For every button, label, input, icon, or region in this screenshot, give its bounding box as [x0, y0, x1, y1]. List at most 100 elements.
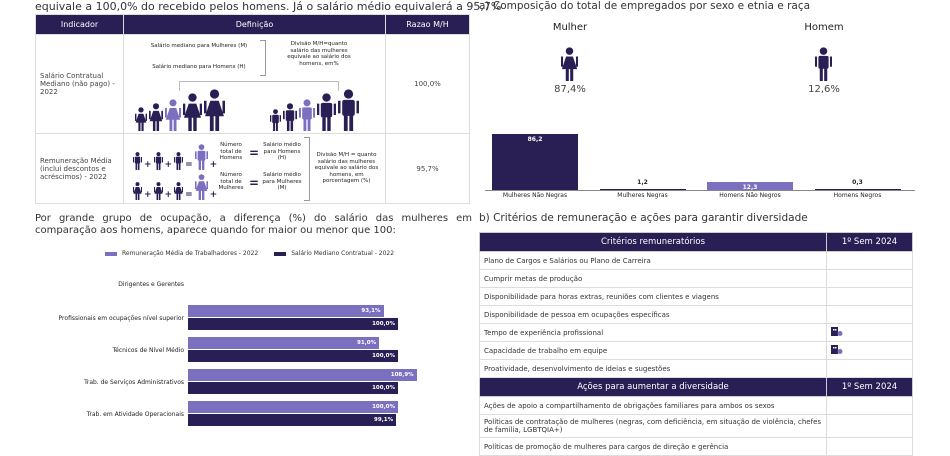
bar	[188, 401, 398, 413]
woman-icon	[148, 103, 164, 131]
criteria-row: Capacidade de trabalho em equipe	[479, 341, 913, 360]
criteria-status	[826, 305, 913, 324]
bar	[188, 414, 397, 426]
category-label: Mulheres Negras	[617, 192, 668, 199]
occupation-bar-chart: Remuneração Média de Trabalhadores - 202…	[0, 245, 475, 440]
criteria-label: Tempo de experiência profissional	[479, 323, 827, 342]
criteria-row: Proatividade, desenvolvimento de ideias …	[479, 359, 913, 378]
bar-value-label: 0,3	[852, 179, 863, 186]
criteria-period-header: 1º Sem 2024	[826, 232, 913, 252]
criteria-status	[826, 287, 913, 306]
action-status	[826, 437, 913, 456]
man-icon	[269, 109, 282, 131]
bar	[599, 189, 686, 190]
bar	[188, 369, 417, 381]
bar	[188, 318, 398, 330]
legend-label: Salário Mediano Contratual - 2022	[291, 250, 395, 257]
bar	[188, 350, 398, 362]
bar-value-label: 1,2	[637, 179, 648, 186]
criteria-header: Critérios remuneratórios	[479, 232, 827, 252]
category-label: Homens Negros	[833, 192, 882, 199]
criteria-table: Critérios remuneratórios 1º Sem 2024 Plan…	[479, 232, 913, 456]
legend-label: Remuneração Média de Trabalhadores - 202…	[122, 250, 259, 257]
criteria-label: Capacidade de trabalho em equipe	[479, 341, 827, 360]
criteria-row: Disponibilidade de pessoa em ocupações e…	[479, 305, 913, 324]
man-icon	[337, 89, 360, 131]
man-icon	[132, 152, 143, 170]
action-label: Políticas de promoção de mulheres para c…	[479, 437, 827, 456]
men-count: Número total de Homens	[219, 142, 243, 162]
legend-swatch	[105, 251, 117, 256]
plus-icon: +	[144, 160, 152, 170]
criteria-row: Plano de Cargos e Salários ou Plano de C…	[479, 251, 913, 270]
brace	[260, 40, 266, 76]
woman-icon	[173, 182, 184, 200]
col-razao: Razao M/H	[385, 14, 470, 35]
criteria-status	[826, 341, 913, 360]
criteria-row: Disponibilidade para horas extras, reuni…	[479, 287, 913, 306]
bar	[188, 382, 398, 394]
bar	[814, 189, 901, 190]
bar	[188, 305, 384, 317]
criteria-label: Cumprir metas de produção	[479, 269, 827, 288]
criteria-row: Tempo de experiência profissional	[479, 323, 913, 342]
bar-value-label: 12,3	[742, 184, 758, 191]
def-note: Divisão M/H = quanto salário das mulhere…	[314, 152, 379, 185]
homem-label: Homem	[804, 22, 844, 33]
man-icon	[298, 99, 316, 131]
bar	[492, 133, 578, 190]
bar	[707, 182, 793, 190]
criteria-status	[826, 251, 913, 270]
man-icon	[814, 47, 833, 81]
bar-value-label: 91,0%	[357, 340, 377, 346]
people-sum-illustration: + + = + + + = +	[132, 140, 217, 200]
action-status	[826, 396, 913, 415]
intro-text: equivale a 100,0% do recebido pelos home…	[35, 0, 502, 13]
category-label: Mulheres Não Negras	[502, 192, 568, 199]
category-label: Trab. de Serviços Administrativos	[84, 379, 184, 386]
average-person-icon	[194, 144, 209, 170]
action-label: Políticas de contratação de mulheres (ne…	[479, 414, 827, 438]
man-icon	[173, 152, 184, 170]
woman-icon	[560, 47, 579, 81]
criteria-label: Proatividade, desenvolvimento de ideias …	[479, 359, 827, 378]
legend-swatch	[274, 251, 287, 256]
average-person-icon	[194, 174, 209, 200]
women-count: Número total de Mulheres	[218, 172, 244, 192]
composition-bar-chart: 86,2 Mulheres Não Negras 1,2 Mulheres Negra…	[485, 110, 915, 205]
people-illustration	[134, 81, 384, 131]
category-label: Profissionais em ocupações nível superio…	[58, 315, 184, 322]
razao-value: 95,7%	[385, 133, 470, 204]
action-status	[826, 414, 913, 438]
woman-icon	[203, 89, 226, 131]
woman-icon	[153, 182, 164, 200]
bar-value-label: 100,0%	[372, 385, 395, 391]
table-row: Salário Contratual Mediano (não pago) - …	[35, 34, 470, 134]
mulher-pct: 87,4%	[554, 84, 586, 95]
plus-icon: +	[209, 190, 218, 200]
legend-item: Remuneração Média de Trabalhadores - 202…	[105, 250, 258, 257]
legend-item: Salário Mediano Contratual - 2022	[274, 250, 394, 257]
razao-value: 100,0%	[385, 34, 470, 134]
connector-line	[179, 81, 339, 91]
men-avg: Salário médio para Homens (H)	[263, 142, 301, 162]
building-check-icon	[831, 345, 843, 354]
actions-period-header: 1º Sem 2024	[826, 377, 913, 397]
mulher-label: Mulher	[552, 22, 588, 33]
def-line-men: Salário mediano para Homens (H)	[152, 64, 246, 70]
bar-value-label: 100,0%	[372, 321, 395, 327]
bar-value-label: 86,2	[527, 135, 543, 143]
bar-value-label: 108,9%	[390, 372, 414, 378]
equals-icon: =	[185, 160, 193, 170]
woman-icon	[182, 93, 203, 131]
category-label: Técnicos de Nível Médio	[112, 347, 184, 354]
plus-icon: +	[164, 190, 173, 200]
criteria-status	[826, 269, 913, 288]
plus-icon: +	[164, 160, 173, 170]
woman-icon	[134, 107, 148, 131]
def-note: Divisão M/H=quanto salário das mulheres …	[287, 41, 351, 67]
criteria-label: Disponibilidade de pessoa em ocupações e…	[479, 305, 827, 324]
col-definicao: Definição	[123, 14, 386, 35]
category-label: Dirigentes e Gerentes	[118, 281, 184, 288]
action-row: Políticas de contratação de mulheres (ne…	[479, 414, 913, 438]
